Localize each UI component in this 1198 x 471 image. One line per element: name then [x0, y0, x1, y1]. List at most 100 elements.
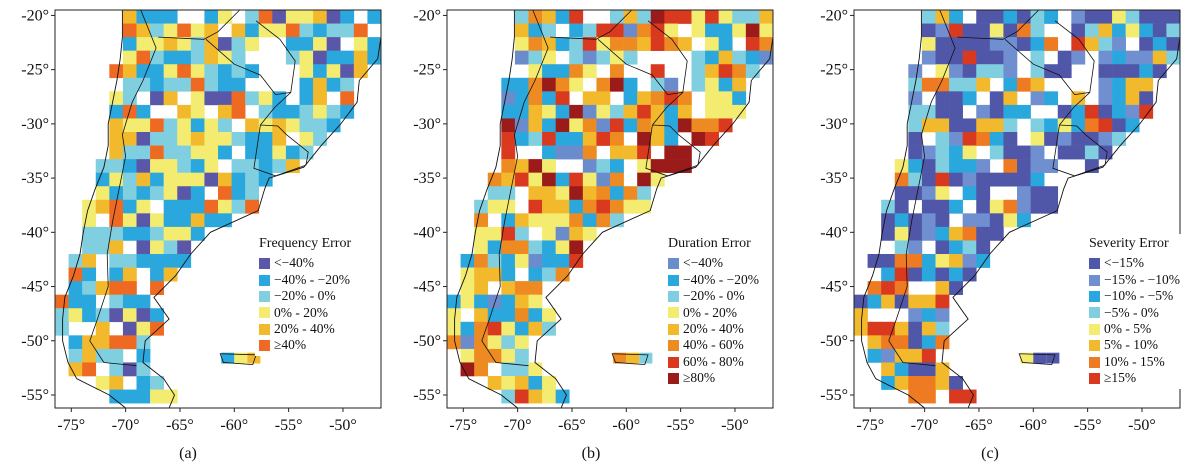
- legend-swatch: [668, 258, 679, 270]
- lat-tick-label: -30°: [413, 116, 441, 133]
- grid-cell: [1003, 104, 1018, 119]
- grid-cell: [109, 294, 124, 309]
- legend-label: 60% - 80%: [683, 353, 744, 369]
- grid-cell: [1112, 77, 1126, 92]
- grid-cell: [732, 64, 747, 79]
- grid-cell: [989, 226, 1004, 241]
- grid-cell: [95, 240, 110, 255]
- grid-cell: [1030, 91, 1045, 106]
- panel-b: -20° -25° -30° -35° -40° -45° -50° -55° -75° -70°…: [399, 0, 798, 471]
- grid-cell: [718, 10, 733, 24]
- grid-cell: [542, 91, 556, 106]
- grid-cell: [204, 23, 219, 38]
- grid-cell: [867, 281, 882, 295]
- grid-cell: [150, 172, 164, 187]
- grid-cell: [82, 267, 97, 282]
- legend-frequency-error: Frequency Error <−40% −40% - −20% −20% - 0…: [255, 234, 356, 356]
- grid-cell: [514, 240, 529, 255]
- lat-tick-label: -20°: [413, 7, 441, 24]
- lat-tick-label: -55°: [413, 387, 441, 404]
- grid-cell: [555, 132, 570, 146]
- grid-cell: [218, 172, 232, 187]
- grid-cell: [908, 389, 923, 404]
- grid-cell: [326, 118, 341, 133]
- legend-entry: −10% - −5%: [1089, 288, 1180, 304]
- grid-cell: [1030, 37, 1045, 51]
- grid-cell: [691, 23, 706, 38]
- grid-cell: [218, 199, 232, 214]
- border-uruguay: [253, 124, 309, 177]
- grid-cell: [637, 132, 652, 146]
- grid-cell: [1017, 213, 1031, 228]
- grid-cell: [1044, 159, 1059, 173]
- grid-cell: [150, 132, 164, 146]
- grid-cell: [921, 389, 936, 404]
- grid-cell: [82, 213, 97, 228]
- grid-cell: [623, 104, 638, 119]
- grid-cell: [109, 159, 124, 173]
- grid-cell: [218, 104, 232, 119]
- grid-cell: [1152, 10, 1167, 24]
- grid-cell: [745, 23, 760, 38]
- grid-cell: [109, 281, 124, 295]
- grid-cell: [1071, 145, 1086, 160]
- grid-cell: [1030, 186, 1045, 201]
- border-bolivia: [550, 9, 632, 40]
- grid-cell: [1030, 23, 1045, 38]
- grid-cell: [487, 321, 502, 336]
- grid-cell: [582, 23, 597, 38]
- grid-cell: [528, 37, 543, 51]
- grid-cell: [582, 159, 597, 173]
- grid-cell: [82, 281, 97, 295]
- grid-cell: [542, 321, 556, 336]
- grid-cell: [487, 308, 502, 323]
- grid-cell: [582, 104, 597, 119]
- grid-cell: [177, 118, 192, 133]
- grid-cell: [501, 376, 516, 390]
- grid-cell: [122, 294, 137, 309]
- grid-cell: [935, 50, 950, 65]
- legend-label: −40% - −20%: [683, 271, 759, 287]
- legend-swatch: [668, 323, 679, 335]
- grid-cell: [935, 37, 950, 51]
- grid-cell: [474, 240, 489, 255]
- lon-tick-label: -55°: [275, 417, 303, 434]
- grid-cell: [163, 254, 178, 268]
- caption-c: (c): [981, 445, 999, 462]
- grid-cell: [313, 23, 327, 38]
- grid-cell: [501, 254, 516, 268]
- legend-label: −20% - 0%: [274, 288, 336, 304]
- legend-label: 20% - 40%: [683, 321, 744, 337]
- grid-cell: [989, 64, 1004, 79]
- grid-cell: [487, 240, 502, 255]
- grid-cell: [935, 294, 950, 309]
- grid-cell: [218, 132, 232, 146]
- grid-cell: [582, 226, 597, 241]
- grid-cell: [204, 64, 219, 79]
- grid-cell: [555, 104, 570, 119]
- grid-cell: [881, 226, 896, 241]
- grid-cell: [177, 77, 192, 92]
- grid-cell: [989, 104, 1004, 119]
- grid-cell: [221, 352, 235, 364]
- grid-cell: [664, 104, 679, 119]
- grid-cell: [962, 118, 977, 133]
- grid-cell: [447, 321, 461, 336]
- lon-tick-label: -50°: [1128, 417, 1156, 434]
- grid-cell: [474, 294, 489, 309]
- legend-label: <−15%: [1104, 255, 1144, 271]
- grid-cell: [528, 308, 543, 323]
- grid-cell: [177, 240, 192, 255]
- grid-cell: [582, 50, 597, 65]
- grid-cell: [582, 118, 597, 133]
- grid-cell: [95, 226, 110, 241]
- grid-cell: [109, 308, 124, 323]
- grid-cell: [136, 294, 151, 309]
- grid-cell: [867, 321, 882, 336]
- grid-cell: [245, 10, 260, 24]
- grid-cell: [340, 23, 355, 38]
- grid-cell: [109, 199, 124, 214]
- grid-cell: [1098, 64, 1113, 79]
- grid-cell: [326, 77, 341, 92]
- grid-cell: [989, 50, 1004, 65]
